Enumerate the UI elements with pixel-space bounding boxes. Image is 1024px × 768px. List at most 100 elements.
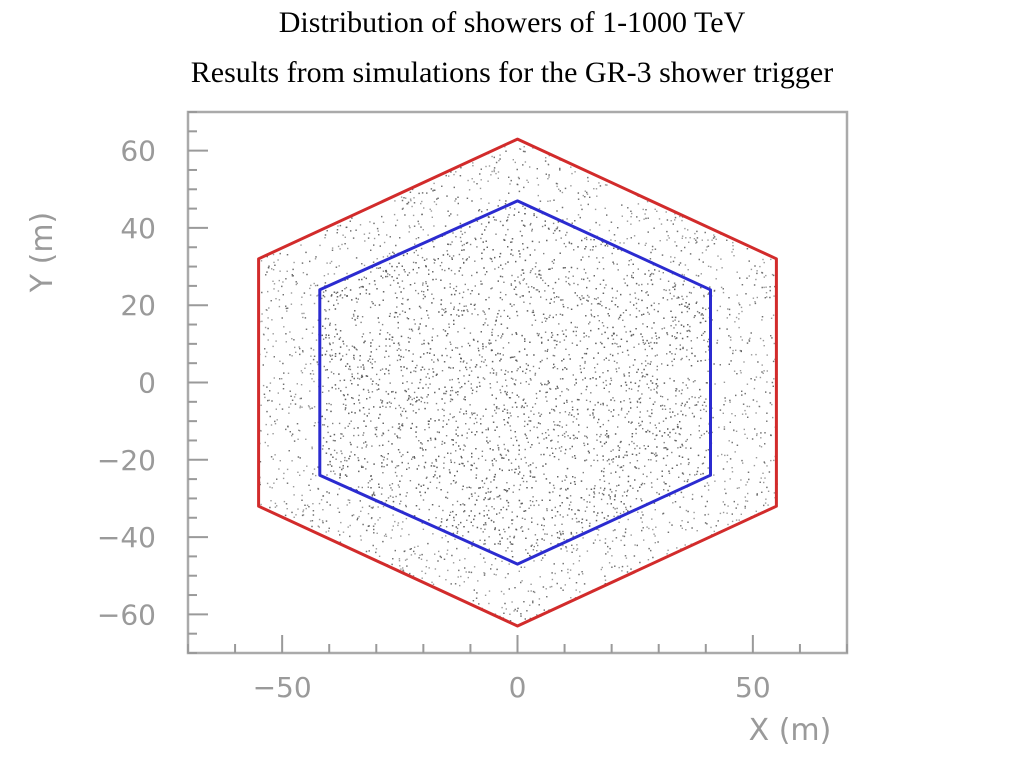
shower-point <box>696 301 698 303</box>
shower-point <box>525 381 527 383</box>
shower-point <box>387 440 390 443</box>
shower-point <box>373 491 375 493</box>
shower-point <box>455 450 457 452</box>
shower-point <box>731 471 734 473</box>
shower-point <box>653 227 655 229</box>
shower-point <box>663 481 665 483</box>
shower-point <box>618 447 621 449</box>
shower-point <box>618 456 620 458</box>
shower-point <box>595 384 598 387</box>
shower-point <box>590 303 593 305</box>
shower-point <box>518 211 520 213</box>
slide-title: Distribution of showers of 1-1000 TeV <box>278 6 746 39</box>
shower-point <box>479 366 482 368</box>
shower-point <box>490 288 492 290</box>
shower-point <box>461 233 464 235</box>
shower-point <box>568 241 570 243</box>
shower-point <box>411 422 413 425</box>
shower-point <box>466 486 468 489</box>
shower-point <box>653 322 655 324</box>
shower-point <box>339 359 342 361</box>
shower-point <box>333 373 335 375</box>
shower-point <box>684 405 686 407</box>
shower-point <box>510 179 512 182</box>
shower-point <box>633 442 635 445</box>
shower-point <box>469 226 471 228</box>
shower-point <box>656 365 658 368</box>
shower-point <box>458 445 460 447</box>
shower-point <box>557 424 559 426</box>
shower-point <box>760 477 762 479</box>
shower-point <box>595 298 597 300</box>
shower-point <box>505 200 507 202</box>
shower-point <box>392 500 395 503</box>
shower-point <box>328 492 330 494</box>
shower-point <box>484 594 487 596</box>
shower-point <box>448 215 451 217</box>
shower-point <box>596 303 599 305</box>
shower-point <box>637 268 639 270</box>
shower-point <box>472 525 474 527</box>
shower-point <box>415 505 418 507</box>
shower-point <box>559 412 561 414</box>
shower-point <box>599 283 602 285</box>
shower-point <box>533 314 535 316</box>
shower-point <box>339 541 342 543</box>
shower-point <box>423 259 426 261</box>
shower-point <box>629 366 631 368</box>
shower-point <box>526 246 529 249</box>
shower-point <box>572 563 575 565</box>
shower-point <box>571 406 574 408</box>
shower-point <box>626 220 629 222</box>
shower-point <box>417 254 419 256</box>
shower-point <box>442 329 445 331</box>
shower-point <box>479 539 481 541</box>
shower-point <box>722 511 725 514</box>
shower-point <box>545 391 547 394</box>
shower-point <box>759 376 762 379</box>
shower-point <box>342 531 345 533</box>
shower-point <box>491 394 493 396</box>
shower-point <box>685 384 687 386</box>
shower-point <box>419 323 421 325</box>
shower-point <box>342 435 345 437</box>
shower-point <box>457 524 460 526</box>
shower-point <box>272 458 274 460</box>
shower-point <box>381 368 384 370</box>
shower-point <box>628 398 631 400</box>
shower-point <box>299 457 301 459</box>
shower-point <box>617 414 620 416</box>
shower-point <box>552 222 555 225</box>
shower-point <box>369 306 372 309</box>
shower-point <box>517 473 520 475</box>
shower-point <box>345 404 347 406</box>
shower-point <box>545 432 547 434</box>
shower-point <box>752 399 755 401</box>
shower-point <box>398 262 400 264</box>
shower-point <box>530 222 532 225</box>
shower-point <box>682 496 685 498</box>
shower-point <box>707 513 710 516</box>
shower-point <box>667 235 669 237</box>
shower-point <box>326 369 328 371</box>
shower-point <box>427 387 430 389</box>
shower-point <box>381 455 384 458</box>
shower-point <box>325 317 327 320</box>
shower-point <box>299 397 301 400</box>
shower-point <box>363 233 366 235</box>
shower-point <box>705 405 707 407</box>
shower-point <box>365 277 367 280</box>
shower-point <box>401 475 403 477</box>
shower-point <box>403 287 405 290</box>
shower-point <box>399 429 402 431</box>
shower-point <box>681 402 683 405</box>
shower-point <box>651 518 653 520</box>
shower-point <box>431 216 433 218</box>
shower-point <box>619 512 622 515</box>
shower-point <box>754 301 756 303</box>
shower-point <box>476 183 478 185</box>
shower-point <box>745 293 747 295</box>
shower-point <box>454 273 456 275</box>
shower-point <box>415 289 417 292</box>
shower-point <box>620 466 623 468</box>
